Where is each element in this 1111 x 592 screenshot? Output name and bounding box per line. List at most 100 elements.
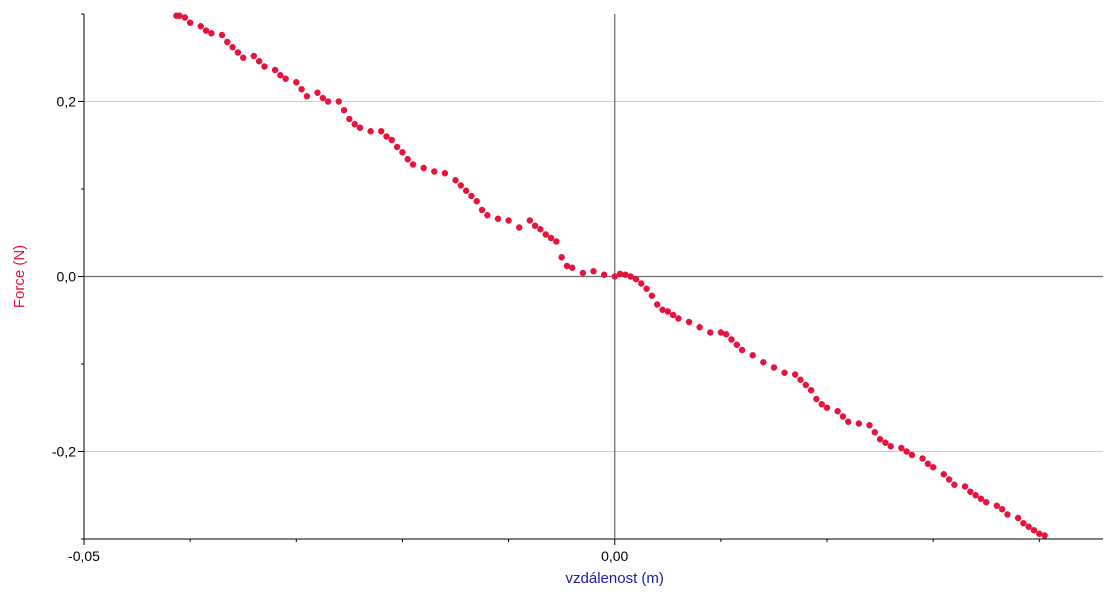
data-point (627, 273, 634, 280)
data-point (998, 506, 1006, 513)
data-point (876, 436, 884, 443)
data-point (409, 161, 417, 168)
data-point (839, 413, 847, 420)
data-point (335, 98, 342, 105)
x-axis-title: vzdálenost (m) (566, 570, 664, 587)
data-point (648, 292, 656, 299)
data-point (653, 301, 661, 308)
data-point (940, 471, 947, 478)
data-point (1030, 527, 1038, 534)
data-point (924, 460, 932, 467)
data-point (967, 488, 974, 495)
grid-lines (84, 101, 1103, 452)
data-point (622, 271, 629, 278)
data-point (452, 177, 459, 184)
data-point (547, 234, 555, 242)
data-point (866, 422, 873, 429)
data-point (977, 495, 985, 502)
data-point (569, 264, 576, 271)
data-point (707, 329, 714, 336)
data-point (277, 72, 284, 79)
data-point (632, 275, 640, 283)
data-point (240, 54, 247, 61)
data-point (303, 93, 311, 100)
data-point (590, 268, 597, 275)
data-point (393, 143, 401, 151)
data-point (399, 149, 406, 156)
data-point (356, 124, 364, 131)
data-point (1004, 511, 1011, 518)
data-point (972, 492, 979, 499)
data-point (298, 86, 305, 93)
data-point (378, 128, 385, 135)
data-point (945, 476, 953, 483)
data-point (983, 499, 990, 506)
data-point (255, 58, 263, 65)
data-point (781, 369, 788, 376)
data-point (993, 502, 1001, 509)
data-point (738, 346, 746, 354)
y-axis-title: Force (N) (11, 245, 28, 308)
data-point (855, 420, 863, 427)
data-points (173, 12, 1048, 539)
tick-labels: 0,2 0,0 -0,2 -0,05 0,00 (52, 94, 629, 565)
data-point (457, 182, 465, 189)
data-point (834, 408, 841, 415)
data-point (1041, 532, 1048, 539)
data-point (505, 217, 512, 224)
data-point (1020, 520, 1027, 527)
data-point (813, 395, 820, 403)
data-point (431, 168, 438, 175)
data-point (669, 311, 677, 319)
data-point (664, 308, 672, 315)
data-point (351, 121, 358, 128)
data-point (478, 206, 486, 214)
data-point (722, 331, 730, 338)
data-point (929, 464, 937, 471)
data-point (340, 107, 348, 114)
data-point (515, 224, 523, 231)
data-point (234, 49, 242, 56)
data-point (367, 128, 374, 135)
data-point (324, 98, 332, 105)
data-point (526, 217, 534, 224)
data-point (202, 27, 210, 34)
data-point (807, 387, 815, 394)
data-point (919, 455, 926, 462)
data-point (685, 318, 693, 326)
tick-marks (78, 13, 1040, 545)
data-point (659, 306, 666, 313)
data-point (760, 359, 767, 366)
data-point (802, 381, 809, 389)
data-point (882, 439, 889, 446)
data-point (388, 136, 396, 144)
data-point (871, 429, 878, 436)
data-point (314, 89, 321, 96)
data-point (293, 79, 300, 86)
data-point (537, 226, 544, 233)
data-point (908, 451, 916, 459)
data-point (181, 14, 189, 21)
data-point (823, 404, 831, 411)
y-tick-label: -0,2 (52, 444, 76, 460)
data-point (441, 170, 449, 177)
data-point (404, 156, 411, 163)
data-point (818, 401, 825, 408)
data-point (717, 329, 725, 336)
data-point (1025, 523, 1032, 530)
data-point (643, 285, 650, 292)
data-point (319, 94, 327, 102)
data-point (383, 133, 390, 140)
data-point (473, 198, 480, 205)
data-point (218, 31, 226, 39)
data-point (558, 254, 565, 261)
data-point (553, 238, 560, 245)
data-point (961, 483, 969, 490)
data-point (484, 212, 491, 219)
data-point (749, 352, 756, 359)
data-point (531, 222, 539, 229)
data-point (420, 164, 427, 172)
data-point (229, 44, 236, 51)
data-point (696, 324, 703, 331)
